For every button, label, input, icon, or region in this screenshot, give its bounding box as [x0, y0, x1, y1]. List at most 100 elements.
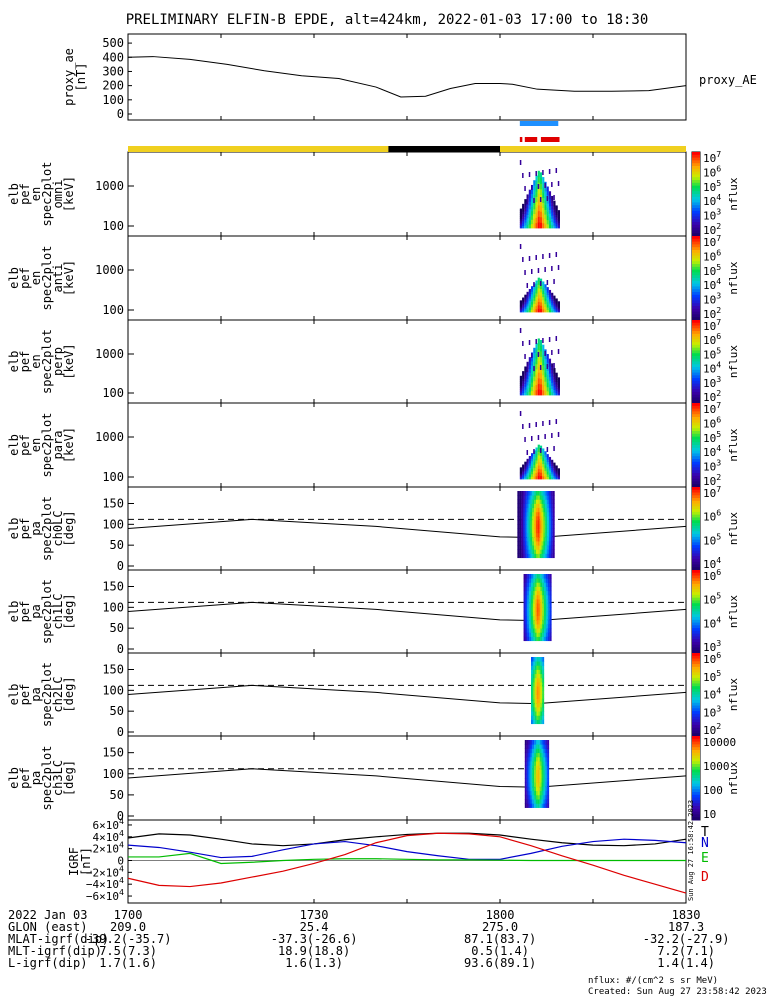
spectrogram-pixel [553, 370, 556, 374]
colorbar-segment [692, 764, 700, 768]
colorbar-segment [692, 236, 700, 240]
spectrogram-pixel [524, 213, 527, 217]
spectrogram-pixel [542, 379, 545, 386]
spectrogram-pixel [555, 214, 558, 218]
spectrogram-pixel [526, 207, 529, 212]
spectrogram-pixel [519, 468, 523, 471]
pa-spectrogram-pixel [519, 520, 522, 525]
spectrogram-pixel [553, 298, 556, 301]
colorbar-segment [692, 210, 700, 215]
pa-spectrogram-pixel [523, 603, 526, 608]
pa-spectrogram-pixel [552, 553, 555, 559]
spectrogram-pixel [526, 458, 529, 462]
pa-spectrogram-pixel [535, 761, 538, 766]
pa-spectrogram-pixel [528, 549, 531, 554]
pa-spectrogram-pixel [526, 507, 529, 513]
spectrogram-pixel [535, 389, 538, 396]
para-ylabel: [keV] [62, 427, 76, 463]
pa-spectrogram-pixel [532, 698, 535, 704]
ch1LC-ylabel: elb [7, 601, 21, 623]
coverage-marker [540, 137, 560, 142]
pa-spectrogram-pixel [526, 553, 529, 559]
loss-cone-line [127, 684, 687, 705]
pa-spectrogram-pixel [536, 715, 539, 720]
spectrogram-pixel [533, 223, 536, 229]
spectrogram-pixel [548, 305, 552, 308]
spectrogram-pixel [542, 170, 544, 175]
pa-spectrogram-pixel [552, 545, 555, 550]
spectrogram-pixel [548, 387, 552, 392]
spectrogram-pixel [548, 309, 552, 313]
spectrogram-pixel [533, 204, 536, 210]
spectrogram-pixel [557, 470, 560, 472]
pa-spectrogram-pixel [536, 607, 539, 612]
spectrogram-pixel [539, 216, 543, 223]
y-tick-label: 100 [102, 303, 124, 317]
spectrogram-pixel [535, 286, 538, 291]
colorbar-tick-label: 107 [703, 233, 721, 249]
pa-spectrogram-pixel [524, 756, 527, 762]
pa-spectrogram-pixel [527, 607, 530, 612]
pa-spectrogram-pixel [519, 553, 522, 559]
colorbar-segment [692, 730, 700, 734]
spectrogram-pixel [537, 305, 540, 309]
spectrogram-pixel [548, 202, 552, 207]
colorbar-segment [692, 358, 700, 362]
pa-spectrogram-pixel [537, 511, 540, 517]
pa-spectrogram-pixel [545, 628, 548, 633]
spectrogram-pixel [535, 186, 538, 192]
pa-spectrogram-pixel [524, 541, 527, 546]
pa-spectrogram-pixel [531, 661, 533, 666]
spectrogram-pixel [548, 289, 552, 293]
loss-cone-line [127, 768, 687, 788]
pa-spectrogram-pixel [538, 707, 541, 712]
spectrogram-pixel [526, 466, 529, 470]
pa-spectrogram-pixel [534, 657, 537, 662]
pa-spectrogram-pixel [531, 619, 533, 625]
pa-spectrogram-pixel [532, 528, 535, 534]
spectrogram-pixel [557, 309, 560, 312]
pa-spectrogram-pixel [536, 590, 539, 596]
ephemeris-value: 1700 [113, 908, 143, 922]
pa-spectrogram-pixel [535, 520, 538, 525]
pa-spectrogram-pixel [528, 499, 531, 504]
spectrogram-pixel [524, 466, 527, 470]
spectrogram-pixel [528, 391, 531, 396]
colorbar-segment [692, 174, 700, 178]
spectrogram-pixel [555, 477, 558, 480]
colorbar-segment [692, 564, 700, 568]
spectrogram-pixel [555, 303, 558, 306]
spectrogram-pixel [546, 190, 549, 196]
igrf-series-D [127, 832, 687, 894]
pa-spectrogram-pixel [521, 491, 524, 496]
spectrogram-pixel [551, 382, 554, 386]
spectrogram-pixel [537, 444, 540, 449]
spectrogram-pixel [519, 214, 523, 217]
pa-spectrogram-pixel [539, 511, 542, 517]
pa-spectrogram-pixel [543, 790, 546, 796]
pa-spectrogram-pixel [531, 719, 533, 725]
spectrogram-pixel [519, 328, 522, 333]
pa-spectrogram-pixel [535, 799, 538, 804]
spectrogram-pixel [537, 176, 540, 183]
spectrogram-pixel [548, 365, 552, 370]
colorbar-segment [692, 514, 700, 518]
pa-spectrogram-pixel [545, 578, 548, 583]
pa-spectrogram-pixel [538, 719, 541, 725]
pa-spectrogram-pixel [548, 545, 551, 550]
spectrogram-pixel [533, 303, 536, 307]
pa-spectrogram-pixel [545, 765, 548, 770]
pa-spectrogram-pixel [532, 590, 535, 596]
pa-spectrogram-pixel [525, 599, 528, 604]
pa-spectrogram-pixel [538, 590, 541, 596]
pa-spectrogram-pixel [530, 740, 533, 745]
pa-spectrogram-pixel [545, 803, 548, 808]
spectrogram-pixel [555, 390, 558, 394]
pa-spectrogram-pixel [529, 607, 532, 612]
colorbar-segment [692, 280, 700, 285]
pa-spectrogram-pixel [521, 495, 524, 500]
colorbar-tick-label: 106 [703, 650, 721, 666]
pa-spectrogram-pixel [532, 541, 535, 546]
pa-spectrogram-pixel [545, 594, 548, 600]
pa-spectrogram-pixel [539, 786, 542, 792]
